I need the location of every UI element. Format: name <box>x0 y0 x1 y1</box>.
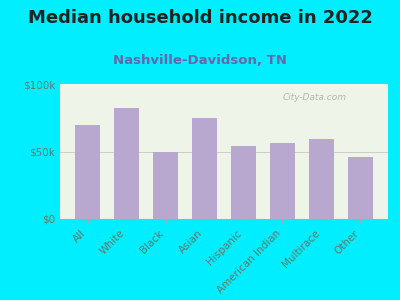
Bar <box>270 143 295 219</box>
Text: City-Data.com: City-Data.com <box>283 93 347 102</box>
Bar <box>192 118 217 219</box>
Text: Median household income in 2022: Median household income in 2022 <box>28 9 372 27</box>
Bar <box>75 124 100 219</box>
Text: Nashville-Davidson, TN: Nashville-Davidson, TN <box>113 54 287 67</box>
Bar <box>114 108 139 219</box>
Bar <box>231 146 256 219</box>
Bar <box>348 157 373 219</box>
Bar <box>309 139 334 219</box>
Bar <box>153 152 178 219</box>
